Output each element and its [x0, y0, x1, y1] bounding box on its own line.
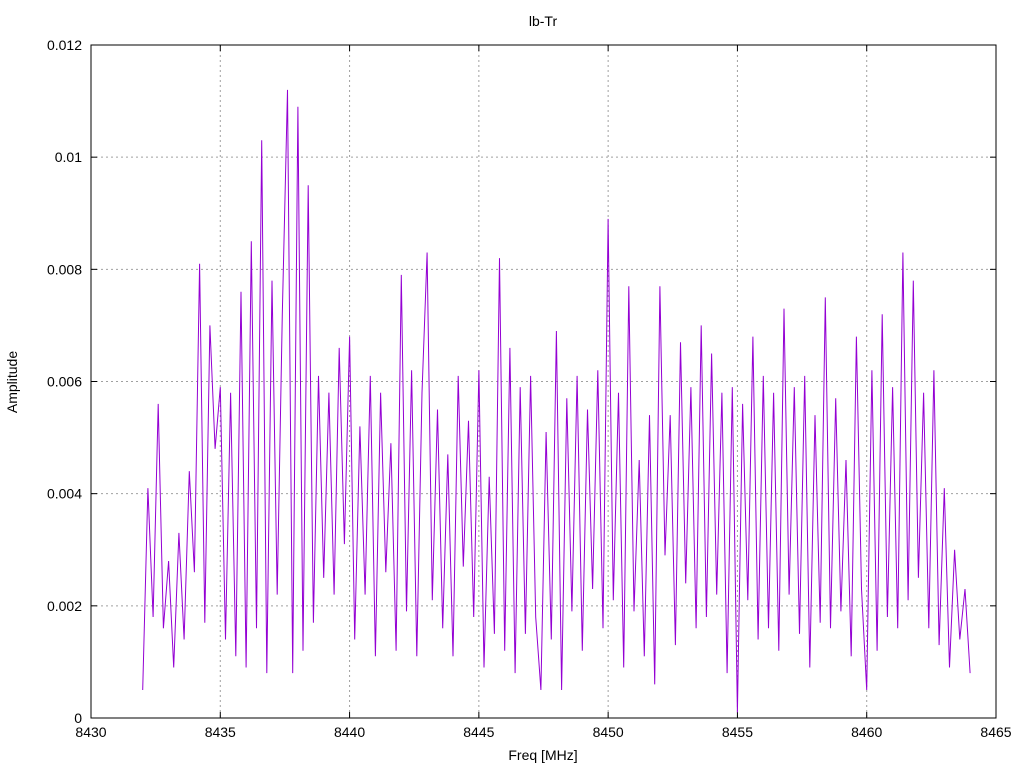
amplitude-series-line	[142, 89, 971, 713]
x-tick-label: 8435	[205, 724, 236, 740]
plot-frame	[90, 44, 997, 719]
x-tick-labels: 8430 8435 8440 8445 8450 8455 8460 8465	[75, 724, 1011, 740]
x-tick-label: 8450	[593, 724, 624, 740]
y-tick-label: 0.01	[55, 149, 82, 165]
y-tick-label: 0.008	[47, 261, 82, 277]
y-tick-label: 0.006	[47, 374, 82, 390]
y-tick-label: 0	[74, 710, 82, 726]
chart-title: lb-Tr	[529, 13, 558, 29]
x-tick-label: 8430	[75, 724, 106, 740]
x-tick-label: 8445	[463, 724, 494, 740]
y-axis-label: Amplitude	[4, 351, 20, 413]
y-tick-label: 0.004	[47, 486, 82, 502]
x-tick-label: 8465	[980, 724, 1011, 740]
x-tick-label: 8440	[334, 724, 365, 740]
x-tick-label: 8455	[722, 724, 753, 740]
y-tick-labels: 0 0.002 0.004 0.006 0.008 0.01 0.012	[47, 37, 82, 726]
y-tick-label: 0.012	[47, 37, 82, 53]
y-tick-label: 0.002	[47, 598, 82, 614]
x-tick-label: 8460	[851, 724, 882, 740]
x-axis-label: Freq [MHz]	[508, 747, 577, 763]
